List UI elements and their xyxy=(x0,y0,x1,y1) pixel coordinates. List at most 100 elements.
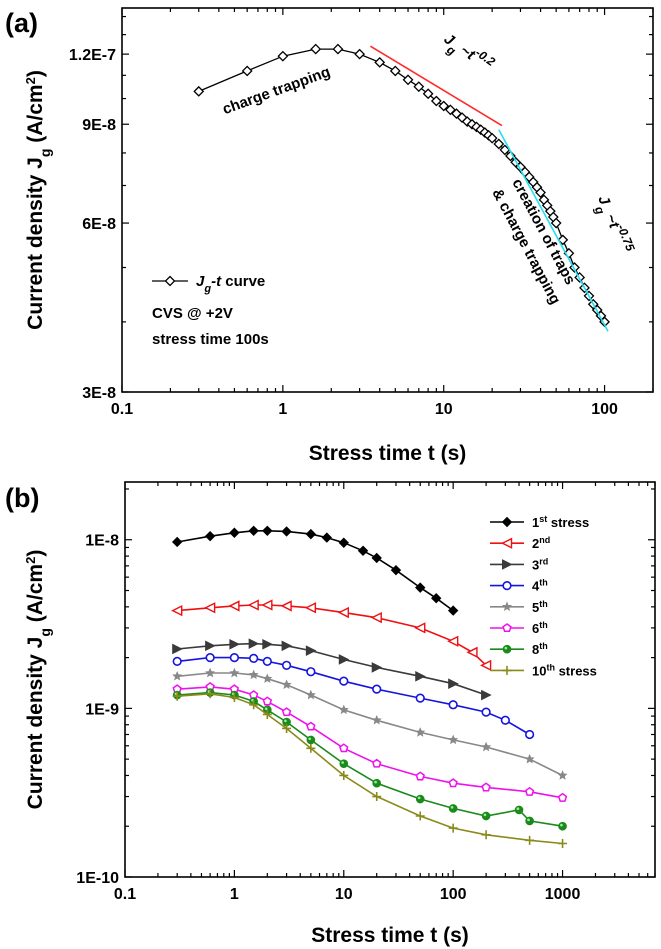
a-data-point xyxy=(444,104,456,116)
b-data-point xyxy=(415,693,425,703)
a-data-point xyxy=(332,43,344,55)
b-data-point xyxy=(262,709,272,719)
b-data-point xyxy=(339,759,349,768)
b-legend-marker xyxy=(502,580,512,591)
b-legend-label-num: 4 xyxy=(532,579,540,594)
a-x-tick-label: 100 xyxy=(591,401,618,418)
b-data-point xyxy=(415,670,426,682)
b-data-point xyxy=(372,778,382,788)
b-data-point xyxy=(262,525,273,536)
b-data-point xyxy=(415,771,425,781)
b-data-point-highlight xyxy=(450,805,454,809)
b-data-point xyxy=(204,602,216,614)
b-data-point xyxy=(205,652,215,663)
b-series-line-7 xyxy=(177,691,563,827)
b-data-point xyxy=(524,786,535,796)
b-data-point xyxy=(370,612,382,624)
b-legend-marker xyxy=(501,601,513,612)
b-data-point xyxy=(524,753,535,764)
b-data-point xyxy=(481,830,491,840)
b-y-tick-label: 1E-9 xyxy=(85,701,119,718)
b-data-point xyxy=(338,654,350,665)
a-data-point xyxy=(241,65,253,77)
b-legend-label: 8th xyxy=(532,641,548,657)
b-data-point xyxy=(448,734,459,745)
b-y-axis-label-close: ) xyxy=(24,550,47,557)
b-data-point xyxy=(557,792,568,802)
b-data-point xyxy=(204,530,216,542)
b-legend-label-suffix: th xyxy=(539,641,548,651)
b-plot-frame xyxy=(124,481,656,878)
a-y-axis-label-close: ) xyxy=(24,70,47,77)
a-annotation-slope-075-exp: -0.75 xyxy=(614,222,637,253)
b-data-point xyxy=(281,640,293,652)
a-panel-label: (a) xyxy=(5,8,38,38)
b-data-point xyxy=(415,582,426,593)
b-legend-label-suffix: rd xyxy=(539,556,548,566)
b-x-tick-label: 1 xyxy=(230,886,239,903)
b-data-point-highlight xyxy=(516,807,520,811)
b-legend-label-num: 3 xyxy=(532,557,539,572)
a-data-point xyxy=(310,43,322,55)
a-fit-line-2 xyxy=(498,129,609,332)
b-data-point xyxy=(171,604,183,617)
b-data-point xyxy=(447,635,459,647)
b-data-point xyxy=(481,741,492,752)
b-data-point xyxy=(205,667,216,678)
b-data-point xyxy=(249,700,259,710)
b-data-point xyxy=(558,839,568,849)
a-annotation-slope-075-t: ~t xyxy=(600,208,623,232)
b-data-point xyxy=(338,704,349,715)
a-plot-frame xyxy=(121,7,654,393)
b-data-point xyxy=(415,727,426,737)
b-x-tick-label: 0.1 xyxy=(114,886,136,903)
b-data-point xyxy=(500,715,510,725)
b-data-point xyxy=(306,743,316,753)
b-legend-marker xyxy=(502,623,512,633)
b-data-point xyxy=(261,599,273,611)
b-data-point xyxy=(525,835,535,845)
b-data-point xyxy=(448,823,458,833)
panel-a: 3E-8 6E-8 9E-8 1.2E-7 0.1 1 10 100 (a) Stress tim… xyxy=(5,7,654,465)
a-legend-note-time: stress time 100s xyxy=(152,331,269,348)
b-x-tick-label: 10 xyxy=(335,886,353,903)
b-data-point xyxy=(228,600,240,612)
b-legend-marker-highlight xyxy=(504,646,508,650)
b-data-point xyxy=(262,638,273,650)
b-legend-marker xyxy=(502,644,512,654)
b-data-point xyxy=(306,735,316,745)
b-data-point-highlight xyxy=(417,796,421,800)
b-data-point xyxy=(281,526,292,537)
b-data-point xyxy=(229,652,240,663)
b-data-point xyxy=(248,525,259,536)
b-data-point xyxy=(558,821,567,831)
a-annotation-slope-075: Jg ~t-0.75 xyxy=(589,191,638,258)
a-y-tick-label: 3E-8 xyxy=(82,385,116,402)
b-data-point xyxy=(415,811,425,821)
b-data-point xyxy=(249,653,259,663)
a-legend-label-j: J xyxy=(196,273,205,290)
b-data-point xyxy=(371,552,382,564)
a-y-axis-label: Current density Jg (A/cm2) xyxy=(23,70,54,330)
a-data-point xyxy=(499,144,511,156)
a-data-point xyxy=(535,187,546,198)
a-legend-note-cvs: CVS @ +2V xyxy=(152,305,233,322)
b-legend-label: 5th xyxy=(532,599,548,615)
b-data-point xyxy=(372,792,382,802)
b-data-point-highlight xyxy=(284,719,287,723)
a-data-point xyxy=(389,65,401,77)
b-data-point-highlight xyxy=(483,813,487,817)
b-legend-label-suffix: st xyxy=(539,514,547,524)
a-annotation-slope-02: Jg ~t-0.2 xyxy=(437,26,498,80)
a-data-point xyxy=(438,100,450,112)
b-data-point xyxy=(371,662,383,673)
b-legend-label: 3rd xyxy=(532,556,548,572)
a-data-point xyxy=(422,88,434,100)
b-data-point xyxy=(262,696,273,706)
b-legend-marker xyxy=(501,516,513,528)
a-data-point xyxy=(430,95,442,107)
b-y-tick-label: 1E-10 xyxy=(76,870,119,887)
b-data-point xyxy=(172,643,183,655)
b-data-point xyxy=(466,646,478,658)
